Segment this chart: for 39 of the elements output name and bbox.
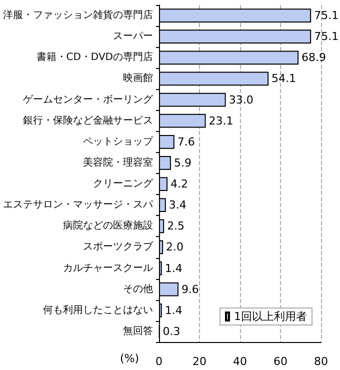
y-tick-label: クリーニング — [93, 178, 154, 190]
data-label: 5.9 — [174, 156, 192, 170]
y-tick-label: 映画館 — [123, 72, 153, 84]
y-tick-label: 病院などの医療施設 — [63, 220, 153, 232]
data-label: 4.2 — [170, 178, 188, 191]
data-label: 7.6 — [177, 135, 195, 148]
x-tick-label: 40 — [233, 355, 247, 368]
y-tick-label: ゲームセンター・ボーリング — [23, 94, 154, 106]
legend-label: 1回以上利用者 — [234, 310, 307, 323]
y-tick-label: ペットショップ — [83, 135, 154, 148]
data-label: 2.0 — [166, 240, 184, 254]
y-tick-label: エステサロン・マッサージ・スパ — [3, 200, 154, 211]
x-tick-label: 60 — [274, 355, 288, 368]
y-tick-label: 美容院・理容室 — [83, 156, 153, 168]
y-tick-label: カルチャースクール — [63, 262, 153, 274]
data-label: 75.1 — [314, 30, 339, 44]
data-label: 23.1 — [208, 114, 234, 128]
data-label: 1.4 — [164, 262, 182, 275]
data-label: 54.1 — [272, 72, 296, 86]
data-label: 33.0 — [228, 93, 254, 106]
data-label: 3.4 — [168, 198, 186, 212]
data-label: 0.3 — [162, 324, 180, 338]
data-label: 9.6 — [181, 282, 199, 296]
y-tick-label: 何も利用したことはない — [43, 304, 153, 316]
data-label: 2.5 — [167, 220, 185, 233]
data-label: 75.1 — [314, 9, 339, 22]
data-label: 68.9 — [302, 51, 326, 64]
y-tick-label: スポーツクラブ — [83, 240, 154, 253]
x-tick-label: 20 — [192, 355, 206, 368]
x-tick-label: 0 — [156, 355, 162, 368]
y-tick-label: その他 — [123, 282, 153, 295]
y-tick-label: 書籍・CD・DVDの専門店 — [36, 51, 153, 64]
data-label: 1.4 — [164, 304, 182, 317]
y-tick-label: 銀行・保険など金融サービス — [23, 114, 153, 126]
y-tick-label: 洋服・ファッション雑貨の専門店 — [3, 9, 153, 22]
x-axis-title: (%) — [120, 352, 140, 365]
y-tick-label: スーパー — [113, 31, 153, 42]
y-tick-label: 無回答 — [123, 324, 153, 337]
x-tick-label: 80 — [314, 355, 328, 368]
